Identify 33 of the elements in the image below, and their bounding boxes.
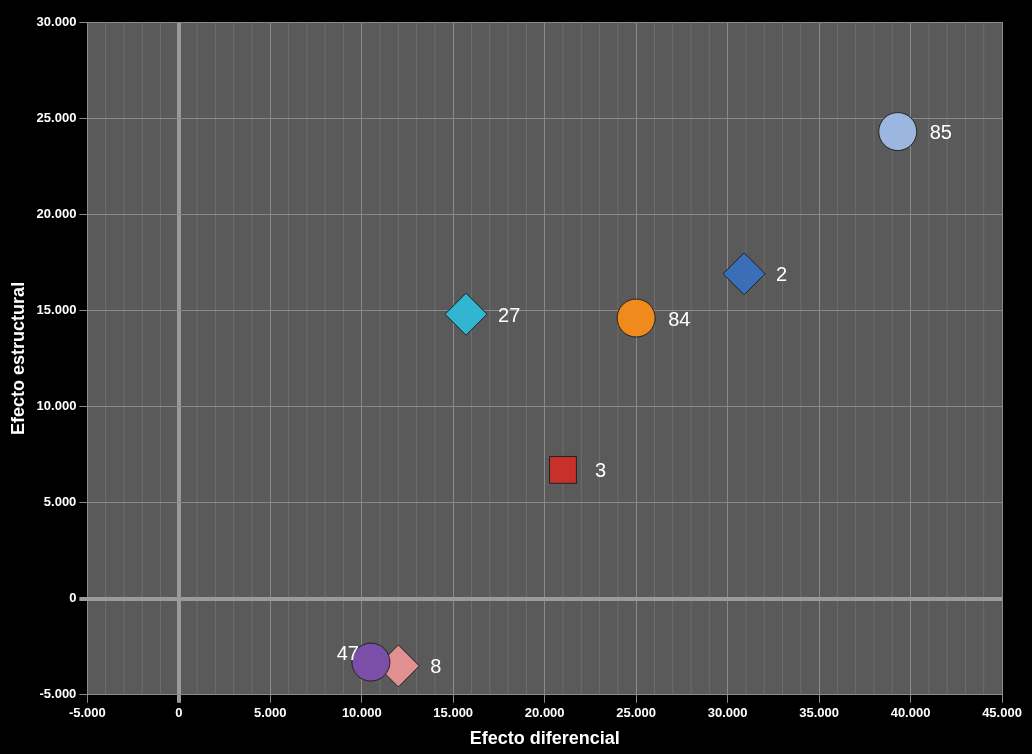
x-tick-label: 0 xyxy=(175,705,183,721)
x-tick-label: 10.000 xyxy=(341,705,382,721)
x-tick-label: 35.000 xyxy=(799,705,839,721)
x-tick-label: 30.000 xyxy=(707,705,748,721)
y-tick-label: 15.000 xyxy=(36,301,77,317)
point xyxy=(444,292,488,336)
series-label: 3 xyxy=(594,459,607,482)
series-label: 8 xyxy=(430,655,442,678)
series-label: 84 xyxy=(668,307,691,330)
x-tick-label: 25.000 xyxy=(616,705,657,721)
y-tick-label: 25.000 xyxy=(36,109,77,125)
series-label: 27 xyxy=(498,303,521,326)
point xyxy=(616,298,656,338)
point xyxy=(878,112,918,152)
series-label: 2 xyxy=(776,263,788,286)
x-tick-label: 15.000 xyxy=(433,705,474,721)
x-tick-label: 5.000 xyxy=(254,705,287,721)
point xyxy=(549,455,577,484)
point xyxy=(722,252,766,296)
series-label: 85 xyxy=(929,121,952,144)
x-tick-label: 45.000 xyxy=(982,705,1022,721)
x-tick-label: 20.000 xyxy=(524,705,565,721)
y-tick-label: 30.000 xyxy=(36,13,77,29)
y-tick-label: -5.000 xyxy=(39,686,77,702)
y-tick-label: 0 xyxy=(69,590,77,606)
y-tick-label: 20.000 xyxy=(36,205,77,221)
x-tick-label: 40.000 xyxy=(890,705,931,721)
x-tick-label: -5.000 xyxy=(68,705,106,721)
y-tick-label: 5.000 xyxy=(43,494,77,510)
x-axis-title: Efecto diferencial xyxy=(469,728,620,749)
y-tick-label: 10.000 xyxy=(36,398,77,414)
y-axis-title: Efecto estructural xyxy=(7,281,28,435)
series-label: 47 xyxy=(336,641,359,664)
